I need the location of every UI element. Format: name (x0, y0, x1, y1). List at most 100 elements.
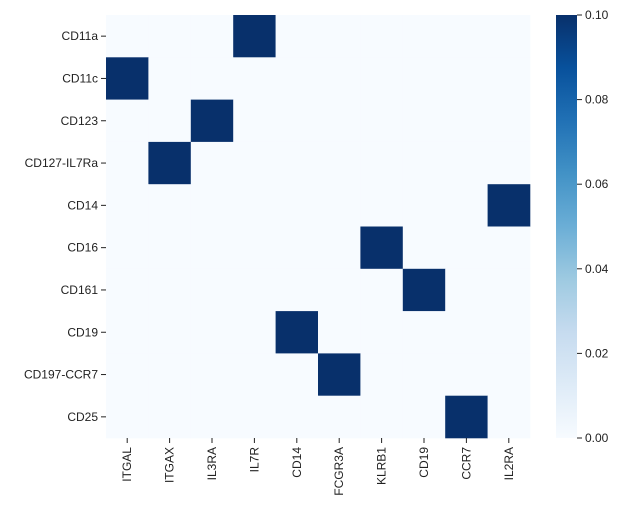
heatmap-cell (233, 353, 276, 396)
column-label: KLRB1 (375, 447, 389, 485)
heatmap-cell (148, 15, 192, 58)
heatmap-cell (190, 311, 234, 354)
heatmap-cell (275, 15, 319, 58)
heatmap-cell (487, 311, 531, 354)
heatmap-cell (360, 395, 404, 439)
heatmap-cell (360, 57, 404, 100)
heatmap-cell (360, 353, 404, 396)
row-label: CD19 (67, 325, 98, 339)
heatmap-cell (402, 15, 446, 58)
heatmap-cell (445, 226, 488, 270)
row-label: CD11a (62, 29, 99, 43)
heatmap-cell (487, 268, 531, 312)
heatmap-cell (445, 57, 488, 100)
heatmap-cell (318, 99, 361, 143)
row-label: CD123 (61, 114, 99, 128)
heatmap-cell (402, 57, 446, 100)
heatmap-cell (106, 395, 149, 439)
colorbar-tick-label: 0.10 (585, 8, 609, 22)
heatmap-cell (275, 99, 319, 143)
heatmap-cell (233, 268, 276, 312)
heatmap-cell (106, 57, 149, 100)
column-label: CD19 (417, 447, 431, 478)
heatmap-cell (148, 226, 192, 270)
heatmap-cell (106, 15, 149, 58)
heatmap-cell (148, 395, 192, 439)
heatmap-cell (275, 226, 319, 270)
row-label: CD16 (67, 241, 98, 255)
colorbar-tick-label: 0.02 (585, 346, 609, 360)
heatmap-cell (233, 57, 276, 100)
heatmap-cells (106, 15, 531, 439)
heatmap-cell (318, 353, 361, 396)
heatmap-cell (487, 226, 531, 270)
row-label: CD25 (67, 410, 98, 424)
heatmap-cell (233, 395, 276, 439)
heatmap-cell (318, 268, 361, 312)
heatmap-cell (275, 395, 319, 439)
heatmap-cell (106, 141, 149, 185)
heatmap-cell (445, 268, 488, 312)
heatmap-cell (318, 141, 361, 185)
heatmap-cell (190, 353, 234, 396)
column-label: IL3RA (205, 447, 219, 480)
heatmap-cell (360, 15, 404, 58)
colorbar-tick-label: 0.04 (585, 262, 609, 276)
heatmap-cell (148, 141, 192, 185)
heatmap-cell (318, 57, 361, 100)
heatmap-cell (190, 57, 234, 100)
heatmap-cell (148, 353, 192, 396)
heatmap-cell (445, 395, 488, 439)
column-label: ITGAX (163, 447, 177, 483)
colorbar: 0.00 0.02 0.04 0.06 0.08 0.10 (556, 8, 609, 445)
heatmap-cell (233, 15, 276, 58)
heatmap-cell (360, 99, 404, 143)
heatmap-cell (318, 395, 361, 439)
heatmap-cell (402, 268, 446, 312)
heatmap-cell (275, 311, 319, 354)
row-label: CD127-IL7Ra (25, 156, 99, 170)
heatmap-cell (360, 226, 404, 270)
heatmap-cell (445, 311, 488, 354)
heatmap-cell (402, 141, 446, 185)
heatmap-cell (275, 268, 319, 312)
heatmap-cell (402, 311, 446, 354)
heatmap-cell (360, 141, 404, 185)
heatmap-cell (445, 141, 488, 185)
heatmap-cell (148, 99, 192, 143)
heatmap-cell (106, 226, 149, 270)
colorbar-ticks: 0.00 0.02 0.04 0.06 0.08 0.10 (577, 8, 609, 445)
heatmap-cell (402, 184, 446, 227)
column-label: CD14 (290, 447, 304, 478)
heatmap-cell (106, 99, 149, 143)
heatmap-cell (106, 311, 149, 354)
heatmap-cell (106, 268, 149, 312)
heatmap-cell (148, 268, 192, 312)
heatmap-cell (275, 57, 319, 100)
column-labels: ITGAL ITGAX IL3RA IL7R CD14 FCGR3A KLRB1 CD19 CC… (120, 438, 516, 496)
heatmap-cell (402, 99, 446, 143)
row-label: CD14 (67, 198, 98, 212)
heatmap-cell (190, 268, 234, 312)
heatmap-cell (318, 15, 361, 58)
heatmap-cell (402, 226, 446, 270)
column-label: IL7R (247, 447, 261, 473)
heatmap-cell (190, 226, 234, 270)
column-label: ITGAL (120, 447, 134, 482)
heatmap-cell (190, 184, 234, 227)
heatmap-cell (487, 395, 531, 439)
heatmap-cell (275, 141, 319, 185)
column-label: IL2RA (502, 447, 516, 480)
row-label: CD11c (62, 71, 98, 85)
heatmap-cell (148, 57, 192, 100)
heatmap-cell (445, 184, 488, 227)
heatmap-cell (487, 15, 531, 58)
heatmap-cell (360, 311, 404, 354)
heatmap-cell (233, 141, 276, 185)
colorbar-tick-label: 0.08 (585, 93, 609, 107)
heatmap-cell (402, 353, 446, 396)
heatmap-cell (318, 226, 361, 270)
row-label: CD161 (61, 283, 99, 297)
colorbar-tick-label: 0.06 (585, 177, 609, 191)
heatmap-cell (106, 184, 149, 227)
